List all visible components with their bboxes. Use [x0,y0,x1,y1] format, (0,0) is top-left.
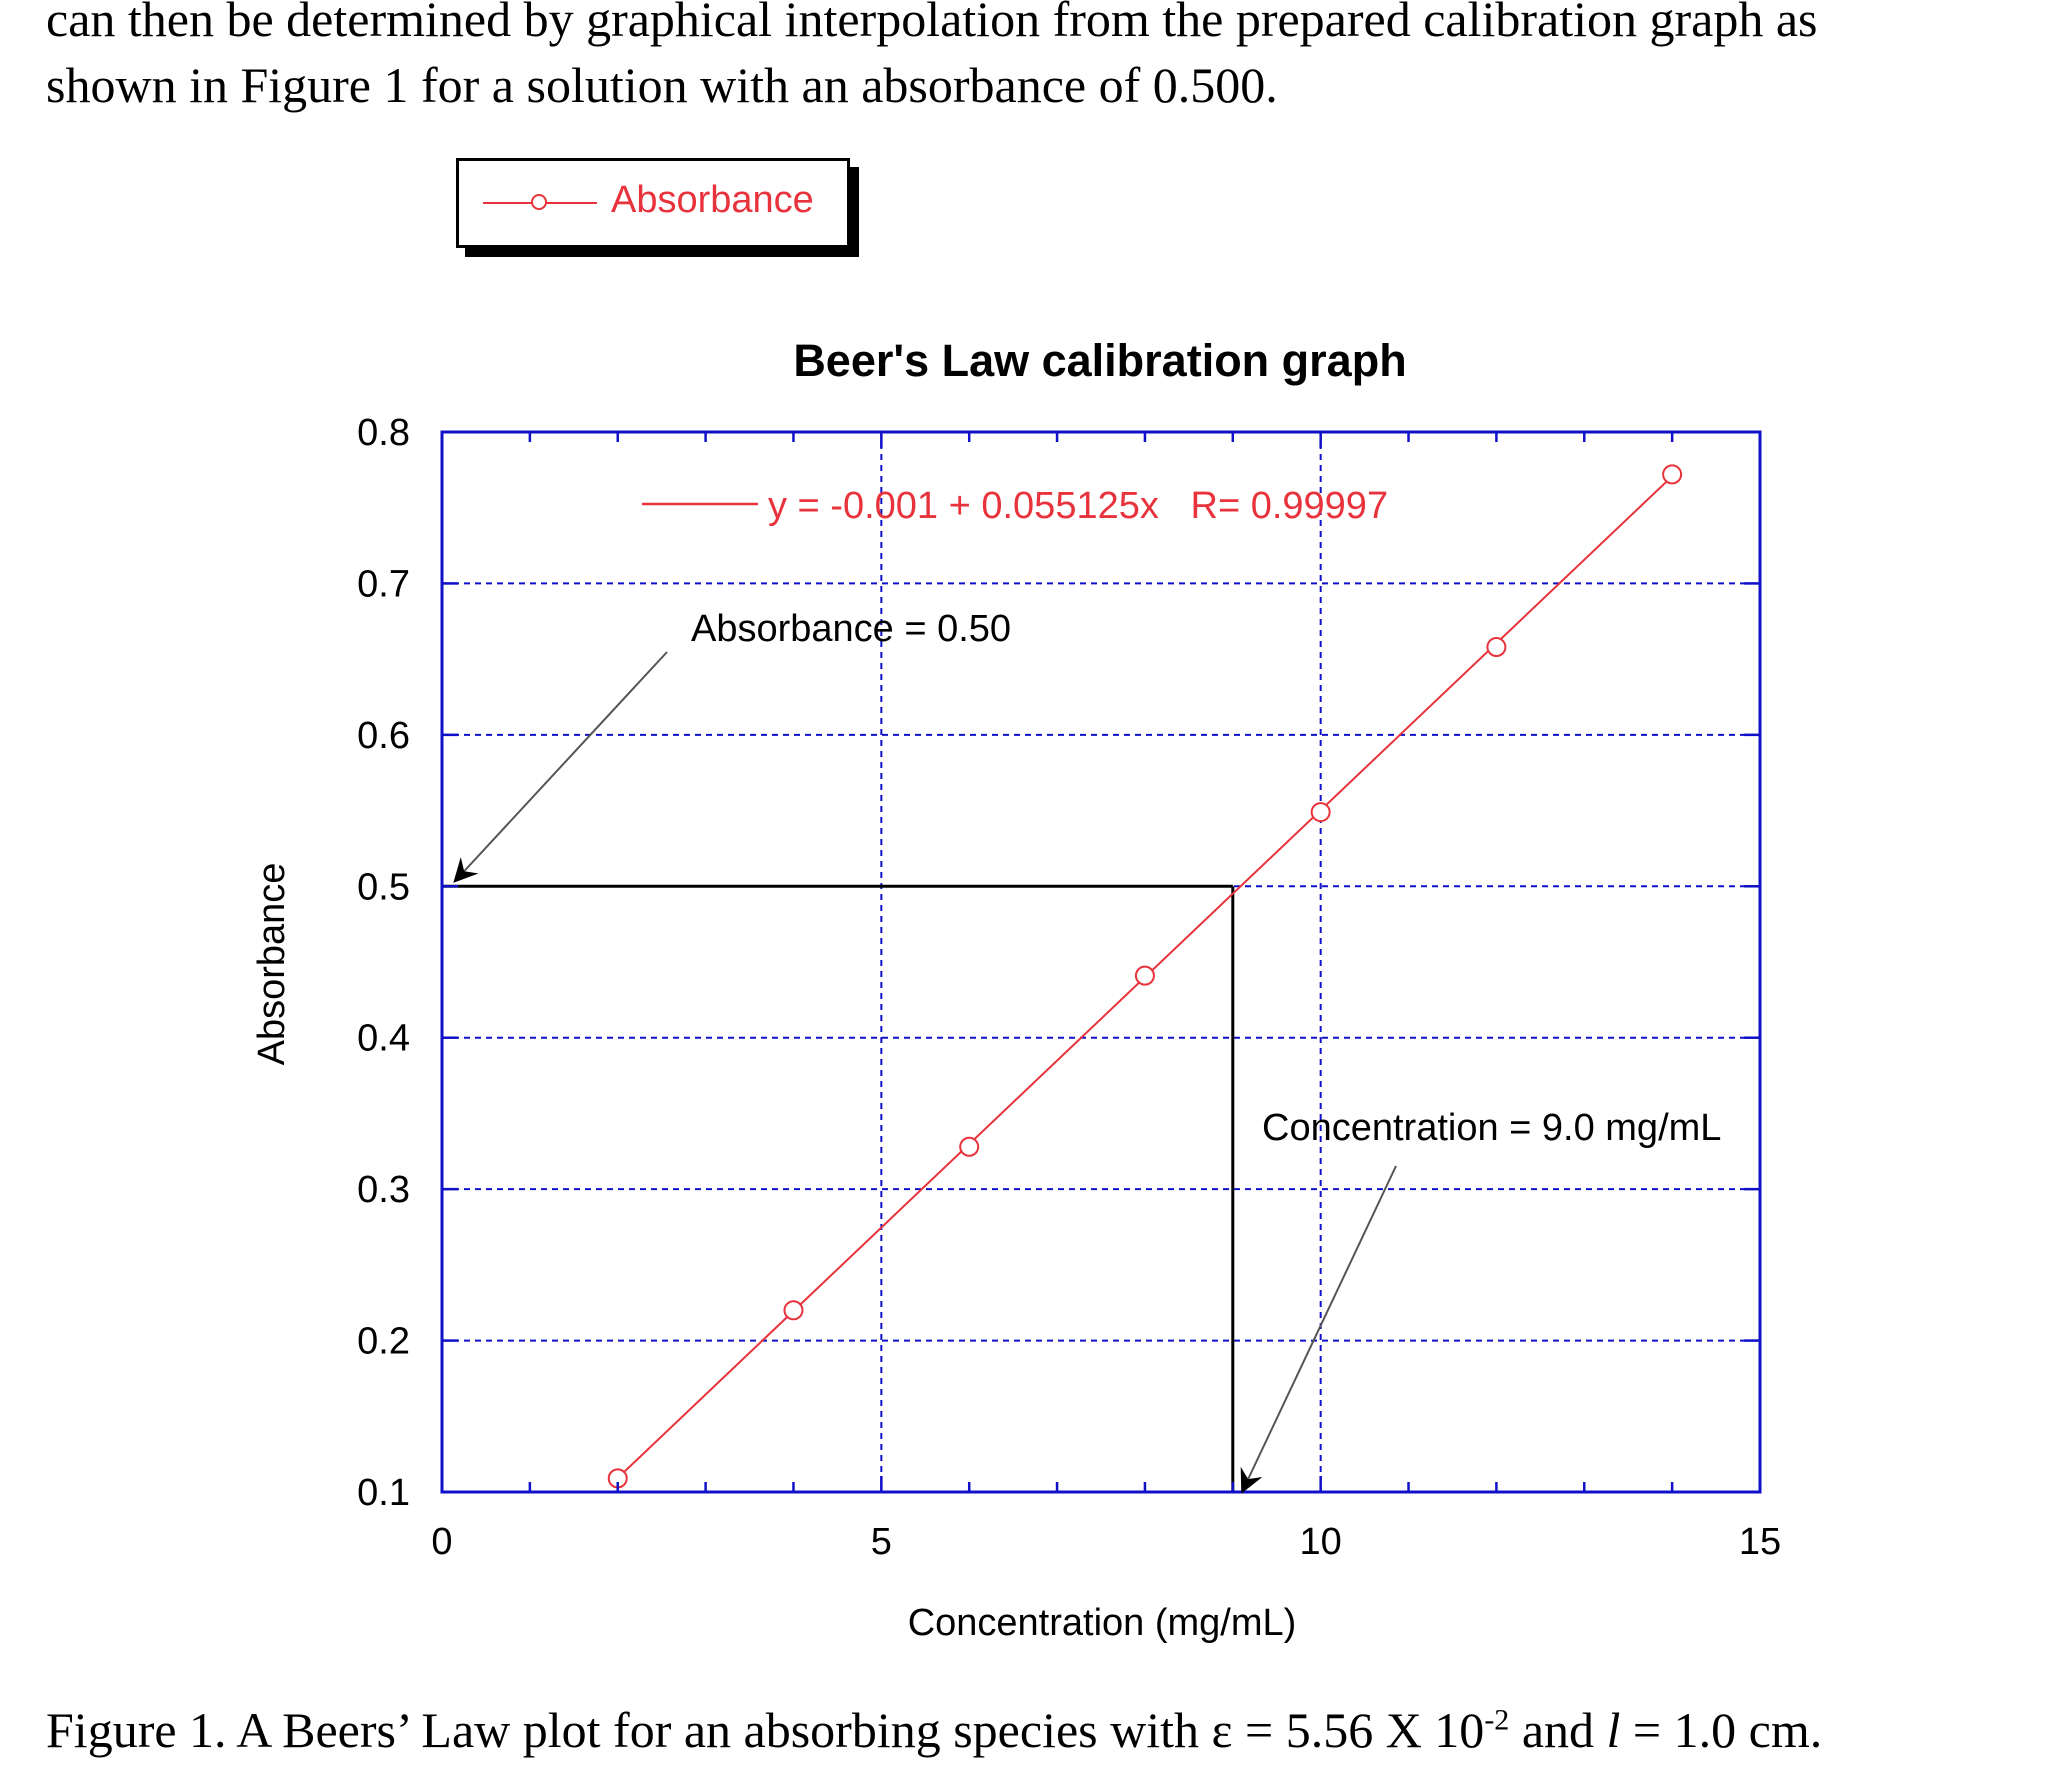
legend-circle-marker-icon [531,194,547,210]
y-tick-label: 0.4 [357,1018,410,1060]
absorbance-pointer-arrow [453,651,668,883]
intro-line-2: shown in Figure 1 for a solution with an… [46,57,1278,113]
data-point [783,1300,804,1321]
data-point [1486,637,1507,658]
chart-legend: Absorbance [456,158,850,248]
caption-text-and: and [1509,1702,1607,1758]
caption-superscript: -2 [1484,1703,1510,1737]
x-axis-label: Concentration (mg/mL) [908,1602,1297,1644]
y-tick-label: 0.7 [357,563,410,605]
fit-equation-label: y = -0.001 + 0.055125x R= 0.99997 [768,485,1388,527]
plot-frame [440,430,1762,1494]
data-point [959,1136,980,1157]
axis-ticks [440,430,1762,1494]
y-tick-label: 0.5 [357,866,410,908]
concentration-annotation: Concentration = 9.0 mg/mL [1262,1107,1721,1149]
chart-title: Beer's Law calibration graph [793,335,1406,386]
absorbance-annotation: Absorbance = 0.50 [691,608,1011,650]
caption-text: Figure 1. A Beers’ Law plot for an absor… [46,1702,1485,1758]
grid-lines [442,432,1760,1492]
data-point [1134,965,1155,986]
y-tick-label: 0.2 [357,1321,410,1363]
y-tick-label: 0.3 [357,1169,410,1211]
fit-label-group: y = -0.001 + 0.055125x R= 0.99997 [642,485,1388,527]
legend-label: Absorbance [611,179,814,221]
data-point [1310,802,1331,823]
annotations: Absorbance = 0.50 Concentration = 9.0 mg… [453,608,1721,1494]
y-tick-label: 0.8 [357,412,410,454]
intro-paragraph: can then be determined by graphical inte… [46,0,2016,118]
x-tick-label: 10 [1300,1521,1342,1563]
x-tick-label: 0 [431,1521,452,1563]
tick-labels: 0 5 10 15 0.1 0.2 0.3 0.4 0.5 0.6 0.7 0.8 [357,412,1781,1563]
intro-line-1: can then be determined by graphical inte… [46,0,1818,47]
x-tick-label: 5 [871,1521,892,1563]
concentration-pointer-arrow [1240,1165,1397,1494]
y-axis-label: Absorbance [251,863,293,1066]
y-tick-label: 0.6 [357,715,410,757]
caption-path-length-symbol: l [1606,1702,1621,1758]
interpolation-guides [442,884,1235,1492]
caption-text-end: = 1.0 cm. [1620,1702,1823,1758]
figure-caption: Figure 1. A Beers’ Law plot for an absor… [46,1700,1822,1760]
y-tick-label: 0.1 [357,1472,410,1514]
x-tick-label: 15 [1739,1521,1781,1563]
data-point [1662,464,1683,485]
